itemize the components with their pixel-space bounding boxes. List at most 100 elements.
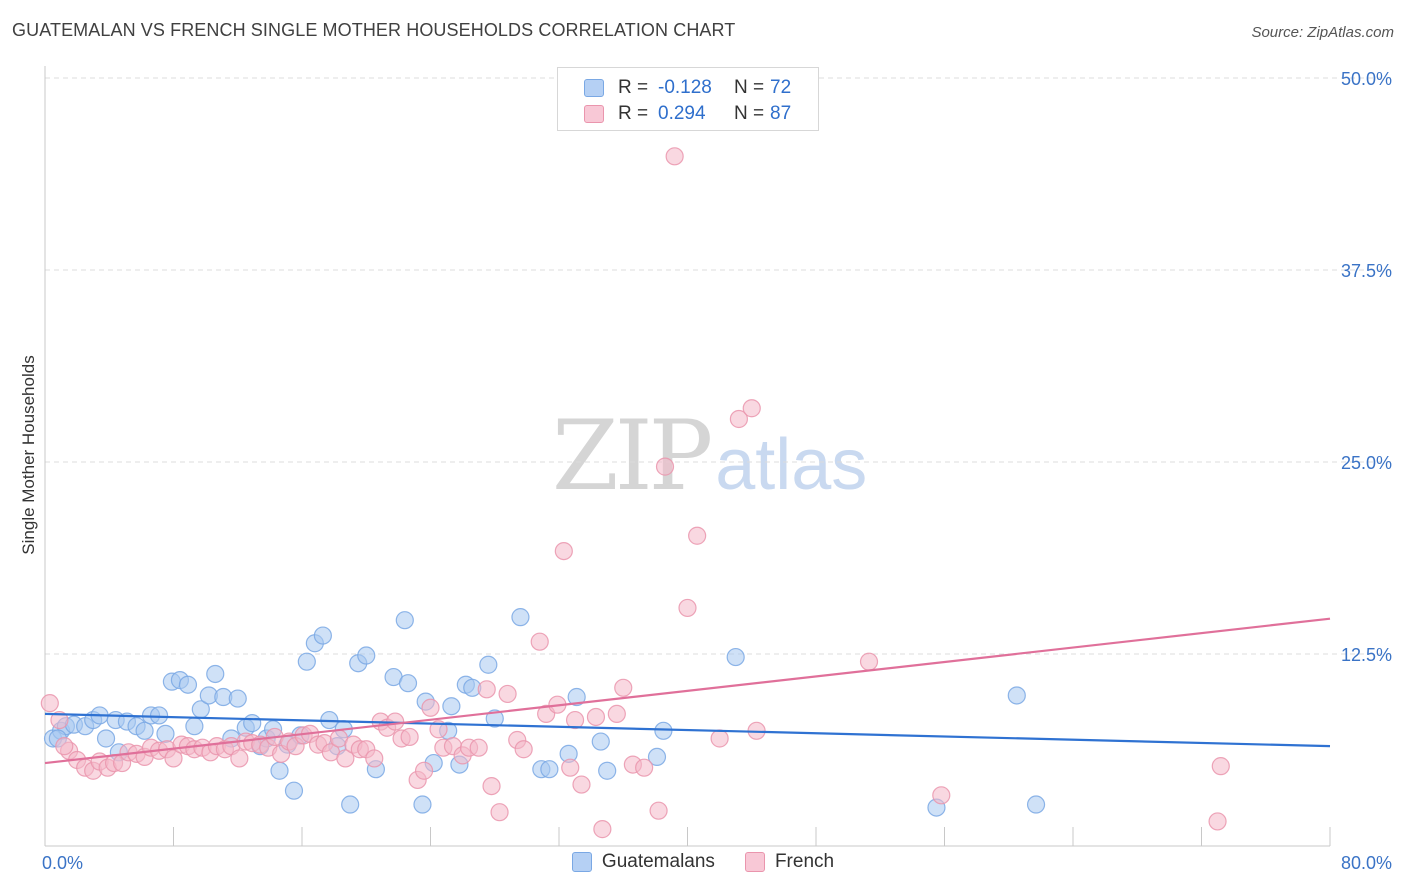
point-french (742, 399, 761, 418)
watermark-atlas: atlas (715, 425, 868, 505)
point-french (729, 409, 749, 429)
legend-n-label: N = (734, 103, 765, 124)
point-french (400, 727, 419, 747)
point-french (40, 694, 59, 713)
point-french (164, 749, 183, 768)
point-french (1211, 757, 1230, 776)
point-french (649, 801, 668, 820)
point-guatemalans (341, 795, 360, 814)
point-french (365, 749, 384, 768)
tick-labels: 12.5% 25.0% 37.5% 50.0% 0.0% 80.0% (42, 69, 1392, 873)
point-french (678, 598, 697, 618)
point-french (55, 737, 74, 756)
point-guatemalans (591, 732, 610, 751)
point-guatemalans (511, 608, 530, 627)
point-french (1208, 812, 1227, 831)
point-guatemalans (442, 697, 461, 716)
point-french (477, 680, 496, 699)
watermark: ZIPatlas (552, 400, 867, 512)
y-tick-label: 37.5% (1341, 261, 1392, 281)
point-french (561, 758, 580, 777)
point-french (655, 457, 675, 476)
point-french (635, 758, 654, 777)
point-french (230, 749, 249, 768)
point-guatemalans (598, 761, 617, 780)
point-french (336, 749, 355, 768)
point-guatemalans (540, 760, 559, 779)
point-french (565, 710, 585, 730)
point-guatemalans (243, 714, 262, 733)
point-guatemalans (96, 729, 116, 748)
point-french (586, 707, 606, 727)
point-guatemalans (228, 689, 247, 708)
series-swatch-blue (571, 852, 592, 872)
trend-line-guatemalans (44, 712, 1331, 748)
point-french (429, 720, 448, 739)
point-french (593, 820, 612, 839)
chart-title: GUATEMALAN VS FRENCH SINGLE MOTHER HOUSE… (12, 20, 736, 40)
legend-row-guatemalans: R = -0.128 N = 72 (584, 76, 791, 100)
series-legend-guatemalans: Guatemalans (571, 851, 715, 873)
point-guatemalans (284, 781, 304, 800)
point-guatemalans (413, 795, 432, 814)
axes (44, 66, 1331, 847)
point-french (530, 632, 549, 651)
point-guatemalans (357, 646, 376, 665)
legend-row-french: R = 0.294 N = 87 (584, 102, 791, 126)
trend-line-french (44, 617, 1331, 765)
point-french (688, 526, 707, 545)
series-legend: Guatemalans French (0, 851, 1406, 873)
legend-r-label: R = (618, 77, 649, 98)
point-guatemalans (313, 626, 332, 645)
point-guatemalans (654, 721, 673, 740)
point-french (50, 710, 69, 730)
point-french (665, 147, 684, 166)
legend-r-value: -0.128 (658, 77, 712, 98)
point-french (482, 776, 501, 796)
point-guatemalans (567, 687, 586, 707)
point-guatemalans (479, 655, 498, 674)
point-guatemalans (726, 647, 745, 667)
point-guatemalans (185, 717, 204, 736)
legend-n-value: 87 (770, 103, 792, 124)
point-guatemalans (156, 724, 175, 743)
point-french (932, 786, 951, 805)
point-french (710, 729, 729, 748)
point-guatemalans (398, 674, 418, 693)
legend-r-label: R = (618, 103, 649, 124)
watermark-zip: ZIP (552, 400, 713, 512)
x-tick-label: 80.0% (1341, 853, 1392, 873)
point-guatemalans (297, 652, 316, 671)
point-guatemalans (135, 721, 154, 740)
data-points (40, 147, 1230, 839)
legend-n-label: N = (734, 77, 765, 98)
legend-r-value: 0.294 (658, 103, 706, 124)
point-guatemalans (395, 611, 414, 630)
legend-n-value: 72 (770, 77, 792, 98)
point-guatemalans (149, 706, 169, 725)
point-french (469, 738, 488, 757)
point-guatemalans (647, 747, 667, 767)
point-guatemalans (206, 664, 225, 684)
trend-lines (44, 617, 1331, 765)
y-tick-label: 25.0% (1341, 453, 1392, 473)
series-swatch-pink (744, 852, 765, 872)
point-french (498, 684, 517, 704)
y-tick-label: 12.5% (1341, 645, 1392, 665)
point-guatemalans (178, 675, 198, 694)
point-french (572, 775, 591, 794)
source-credit: Source: ZipAtlas.com (1251, 24, 1394, 41)
point-french (490, 803, 509, 822)
legend-swatch-pink (584, 105, 604, 123)
point-french (614, 678, 633, 697)
point-french (859, 652, 879, 671)
point-french (514, 740, 533, 759)
point-guatemalans (1026, 795, 1046, 814)
point-guatemalans (270, 761, 289, 780)
series-french (40, 147, 1230, 839)
point-french (607, 704, 626, 724)
point-guatemalans (485, 709, 504, 728)
point-french (421, 698, 440, 717)
y-tick-label: 50.0% (1341, 69, 1392, 89)
